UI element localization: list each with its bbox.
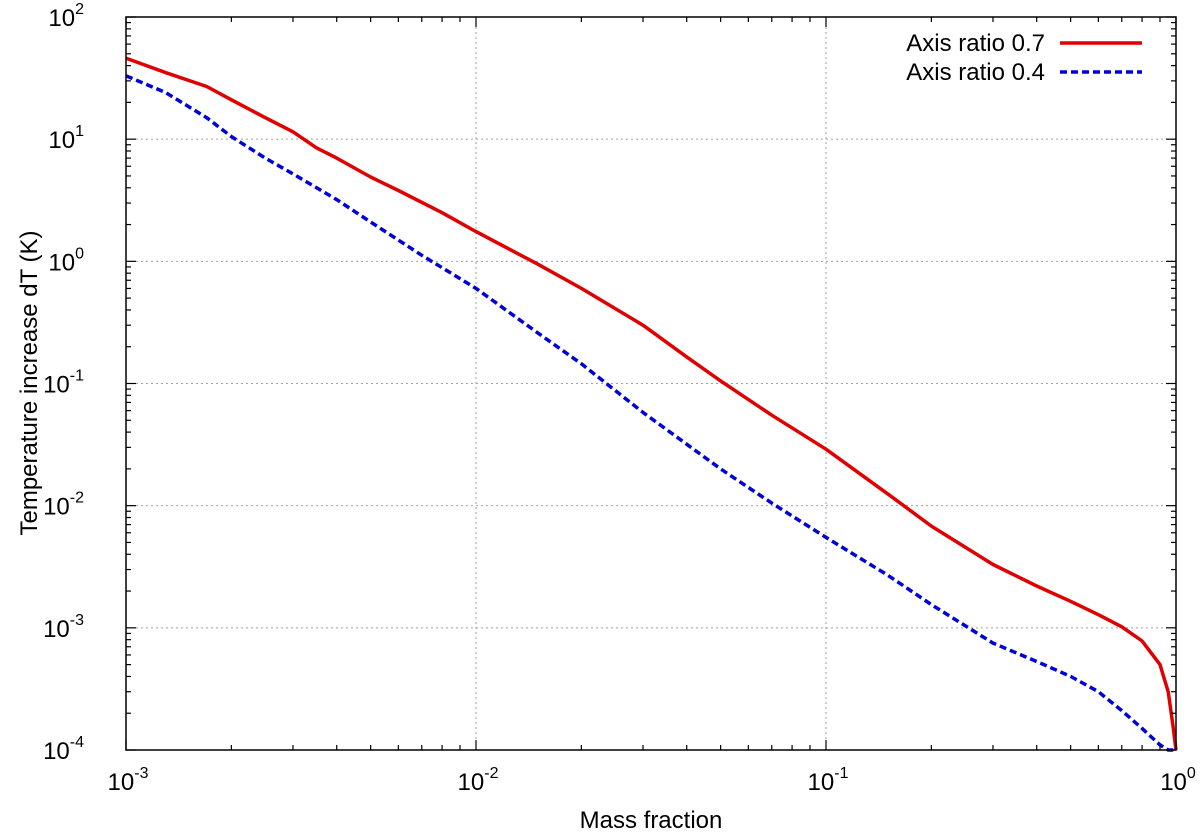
y-tick-label: 10-3: [43, 612, 84, 643]
ticks: [125, 16, 1177, 751]
x-tick-label: 10-2: [458, 765, 499, 796]
y-tick-label: 102: [48, 1, 84, 32]
series-line-2: [125, 74, 1176, 752]
y-tick-label: 10-1: [43, 368, 84, 399]
y-tick-label: 10-2: [43, 490, 84, 521]
y-tick-label: 101: [48, 123, 84, 154]
legend: Axis ratio 0.7 Axis ratio 0.4: [906, 30, 1142, 86]
x-tick-label: 10-1: [808, 765, 849, 796]
grid: [126, 17, 1176, 750]
series-line-1: [125, 56, 1178, 751]
y-axis-label: Temperature increase dT (K): [16, 230, 43, 535]
x-tick-label: 10-3: [108, 765, 149, 796]
x-axis-label: Mass fraction: [580, 807, 723, 832]
x-tick-label: 100: [1160, 765, 1196, 796]
legend-label-series-2: Axis ratio 0.4: [906, 59, 1045, 86]
legend-label-series-1: Axis ratio 0.7: [906, 30, 1045, 57]
y-tick-label: 100: [48, 245, 84, 276]
tick-labels: 102 101 100 10-1 10-2 10-3 10-4 10-3 10-2 10-1 100: [43, 1, 1196, 796]
curves: [125, 56, 1178, 752]
y-tick-label: 10-4: [43, 734, 84, 765]
